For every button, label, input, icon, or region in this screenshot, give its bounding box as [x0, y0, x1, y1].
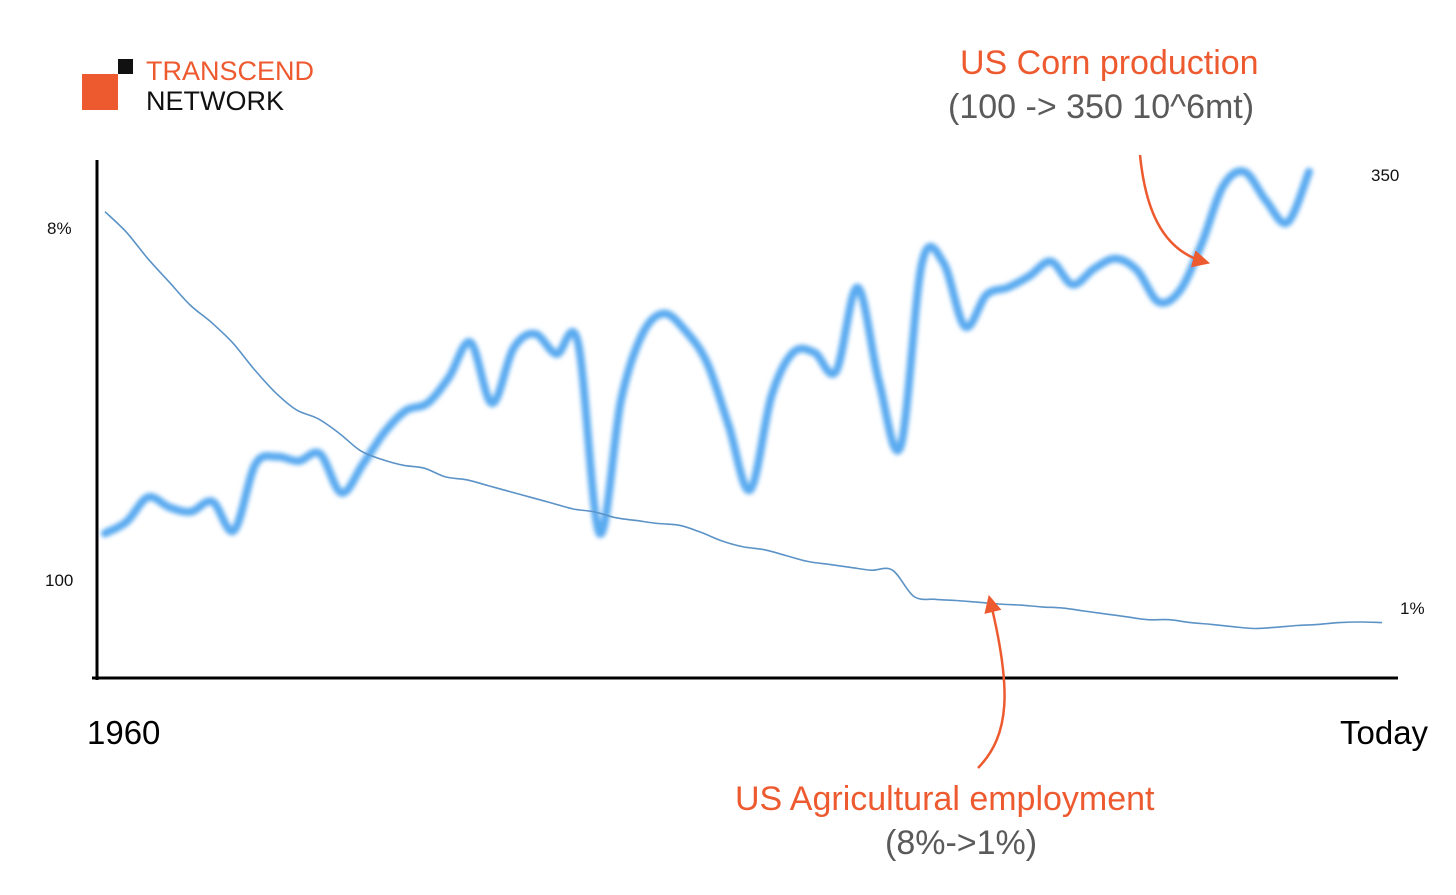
brand-name-line2: NETWORK: [146, 86, 284, 116]
logo-orange-square: [82, 74, 118, 110]
logo-black-square: [118, 59, 133, 74]
employment-annotation-arrow: [977, 594, 1006, 769]
series-line-corn-production: [101, 167, 1313, 538]
employment-annotation-title: US Agricultural employment: [735, 780, 1155, 818]
employment-annotation-detail: (8%->1%): [885, 824, 1038, 862]
left-axis-tick-bottom: 100: [45, 571, 74, 590]
corn-annotation-detail: (100 -> 350 10^6mt): [948, 88, 1255, 126]
brand-name-line1: TRANSCEND: [146, 56, 315, 86]
series-line-agricultural-employment: [104, 211, 1383, 630]
brand-logo: TRANSCEND NETWORK: [80, 56, 340, 116]
x-axis-tick-end: Today: [1340, 714, 1429, 751]
left-axis-tick-top: 8%: [47, 219, 72, 238]
right-axis-tick-top: 350: [1371, 166, 1400, 185]
right-axis-tick-bottom: 1%: [1400, 599, 1425, 618]
corn-annotation-arrow: [1138, 154, 1211, 268]
x-axis-tick-start: 1960: [87, 714, 161, 751]
corn-annotation-title: US Corn production: [960, 44, 1259, 82]
